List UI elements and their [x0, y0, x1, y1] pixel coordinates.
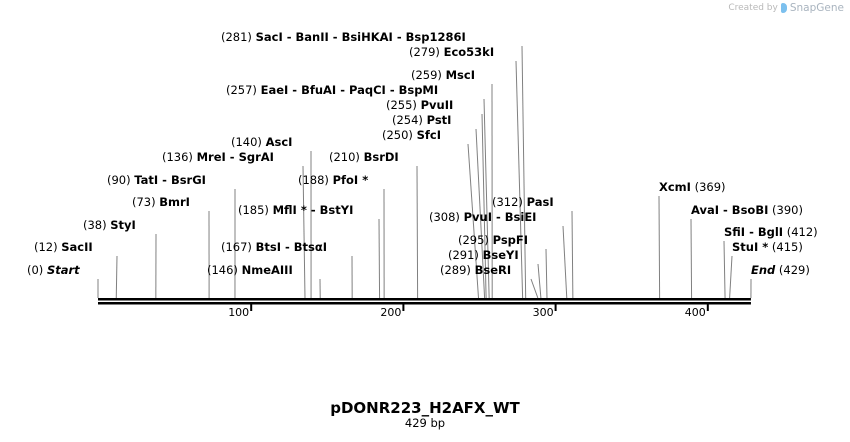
site-label[interactable]: (281) SacI - BanII - BsiHKAI - Bsp1286I — [221, 30, 466, 44]
sequence-length: 429 bp — [0, 416, 850, 430]
sequence-backbone-bottom — [98, 302, 751, 305]
site-leader-line — [691, 219, 692, 298]
site-label[interactable]: (12) SacII — [34, 240, 93, 254]
snapgene-logo-icon — [781, 3, 787, 13]
restriction-site[interactable]: End (429) — [751, 263, 810, 298]
site-leader-line — [659, 196, 660, 298]
axis-tick — [707, 304, 709, 311]
site-label[interactable]: (73) BmrI — [132, 195, 190, 209]
site-label[interactable]: (289) BseRI — [440, 263, 511, 277]
site-label[interactable]: (136) MreI - SgrAI — [162, 150, 274, 164]
axis-tick — [555, 304, 557, 311]
restriction-site[interactable]: SfiI - BglI (412) — [724, 225, 818, 298]
site-label[interactable]: (279) Eco53kI — [409, 45, 494, 59]
site-label[interactable]: (254) PstI — [392, 113, 451, 127]
site-label[interactable]: (250) SfcI — [382, 128, 441, 142]
site-leader-line — [379, 219, 380, 298]
site-leader-line — [546, 249, 547, 298]
site-leader-line — [572, 211, 573, 298]
site-leader-line — [724, 241, 725, 298]
site-leader-line — [563, 226, 567, 298]
site-leader-line — [417, 166, 418, 298]
site-label[interactable]: (308) PvuI - BsiEI — [429, 210, 536, 224]
restriction-site[interactable]: (38) StyI — [83, 218, 156, 298]
site-label[interactable]: (295) PspFI — [458, 233, 528, 247]
site-leader-line — [730, 256, 732, 298]
axis-tick-label: 200 — [380, 306, 401, 319]
site-label[interactable]: (167) BtsI - BtsαI — [221, 240, 327, 254]
site-label[interactable]: XcmI (369) — [659, 180, 726, 194]
site-leader-line — [538, 264, 541, 298]
restriction-site[interactable]: XcmI (369) — [659, 180, 726, 298]
site-label[interactable]: (312) PasI — [492, 195, 554, 209]
axis-tick-label: 100 — [228, 306, 249, 319]
credit-prefix: Created by — [728, 3, 778, 13]
site-leader-line — [516, 61, 523, 298]
site-leader-line — [522, 46, 526, 298]
sequence-name: pDONR223_H2AFX_WT — [0, 399, 850, 417]
restriction-site[interactable]: (146) NmeAIII — [207, 263, 320, 298]
site-label[interactable]: (38) StyI — [83, 218, 136, 232]
site-label[interactable]: (210) BsrDI — [329, 150, 399, 164]
restriction-site[interactable]: (90) TatI - BsrGI — [107, 173, 235, 298]
sequence-backbone-top — [98, 298, 751, 301]
axis-tick-label: 400 — [685, 306, 706, 319]
restriction-site[interactable]: (0) Start — [27, 263, 98, 298]
credit-brand: SnapGene — [790, 2, 844, 14]
axis-tick — [250, 304, 252, 311]
site-label[interactable]: (185) MflI * - BstYI — [238, 203, 353, 217]
site-label[interactable]: (255) PvuII — [386, 98, 453, 112]
axis-tick-label: 300 — [533, 306, 554, 319]
site-leader-line — [116, 256, 117, 298]
site-label[interactable]: (0) Start — [27, 263, 80, 277]
site-label[interactable]: (291) BseYI — [448, 248, 519, 262]
snapgene-credit: Created by SnapGene — [728, 2, 844, 14]
site-label[interactable]: (257) EaeI - BfuAI - PaqCI - BspMI — [226, 83, 438, 97]
site-label[interactable]: End (429) — [751, 263, 810, 277]
site-label[interactable]: (188) PfoI * — [298, 173, 368, 187]
restriction-site[interactable]: (73) BmrI — [132, 195, 209, 298]
site-label[interactable]: AvaI - BsoBI (390) — [691, 203, 803, 217]
axis-tick — [402, 304, 404, 311]
site-leader-line — [531, 279, 538, 298]
site-label[interactable]: (140) AscI — [231, 135, 292, 149]
site-label[interactable]: StuI * (415) — [732, 240, 803, 254]
site-label[interactable]: (146) NmeAIII — [207, 263, 293, 277]
site-label[interactable]: (259) MscI — [411, 68, 475, 82]
site-label[interactable]: SfiI - BglI (412) — [724, 225, 818, 239]
site-label[interactable]: (90) TatI - BsrGI — [107, 173, 206, 187]
